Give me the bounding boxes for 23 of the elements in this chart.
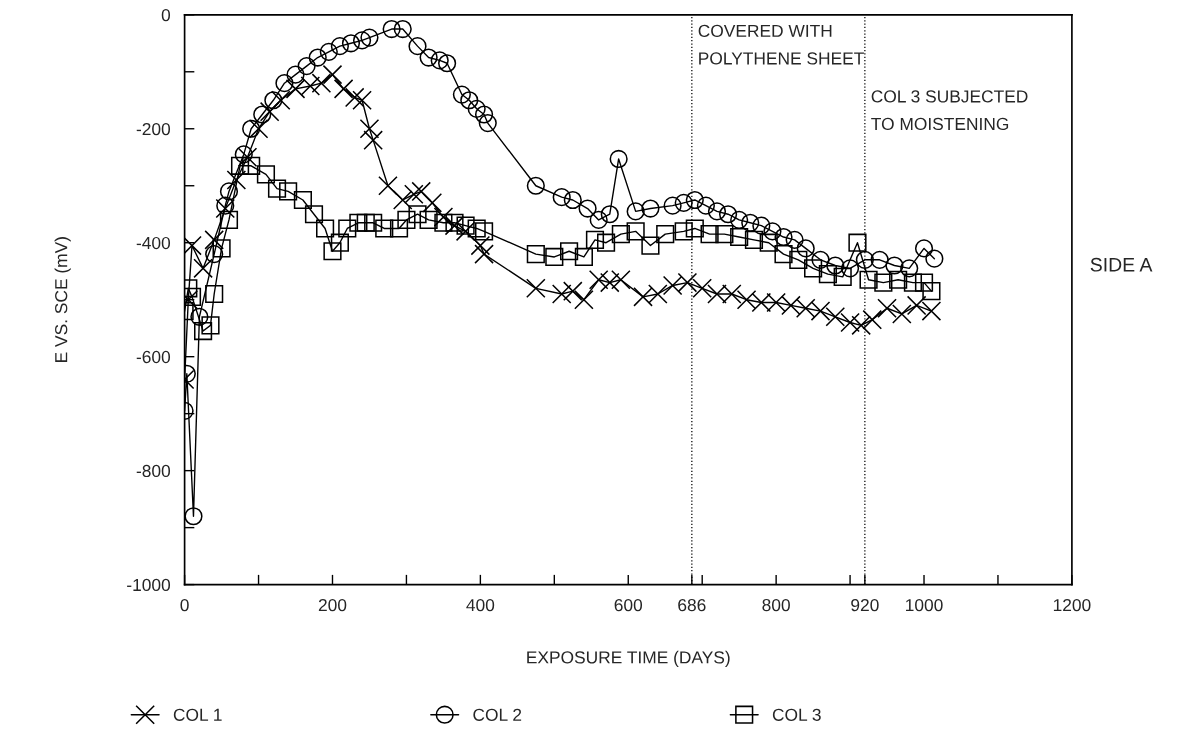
legend-label: COL 3 bbox=[772, 708, 821, 721]
y-tick-label: 0 bbox=[161, 8, 171, 22]
y-tick-label: -200 bbox=[136, 122, 171, 136]
x-tick-label: 0 bbox=[180, 598, 189, 612]
ref-line-label: COL 3 SUBJECTED TO MOISTENING bbox=[871, 90, 1028, 131]
x-tick-label: 400 bbox=[466, 598, 495, 612]
x-tick-label: 200 bbox=[318, 598, 347, 612]
x-tick-label: 920 bbox=[851, 598, 879, 612]
y-tick-label: -800 bbox=[136, 464, 171, 478]
x-tick-label: 1200 bbox=[1053, 598, 1091, 612]
y-tick-label: -600 bbox=[136, 350, 171, 364]
x-tick-label: 686 bbox=[678, 598, 706, 612]
legend-label: COL 1 bbox=[173, 708, 222, 721]
x-axis-title: EXPOSURE TIME (DAYS) bbox=[527, 650, 730, 667]
x-tick-label: 800 bbox=[762, 598, 790, 612]
y-tick-label: -1000 bbox=[127, 578, 171, 592]
x-tick-label: 1000 bbox=[906, 598, 943, 612]
legend-label: COL 2 bbox=[473, 708, 522, 721]
y-axis-title: E VS. SCE (mV) bbox=[54, 237, 71, 362]
ref-line-label: COVERED WITH POLYTHENE SHEET bbox=[698, 24, 864, 65]
x-tick-label: 600 bbox=[614, 598, 643, 612]
y-tick-label: -400 bbox=[136, 236, 171, 250]
text: SIDE A bbox=[1090, 257, 1153, 272]
